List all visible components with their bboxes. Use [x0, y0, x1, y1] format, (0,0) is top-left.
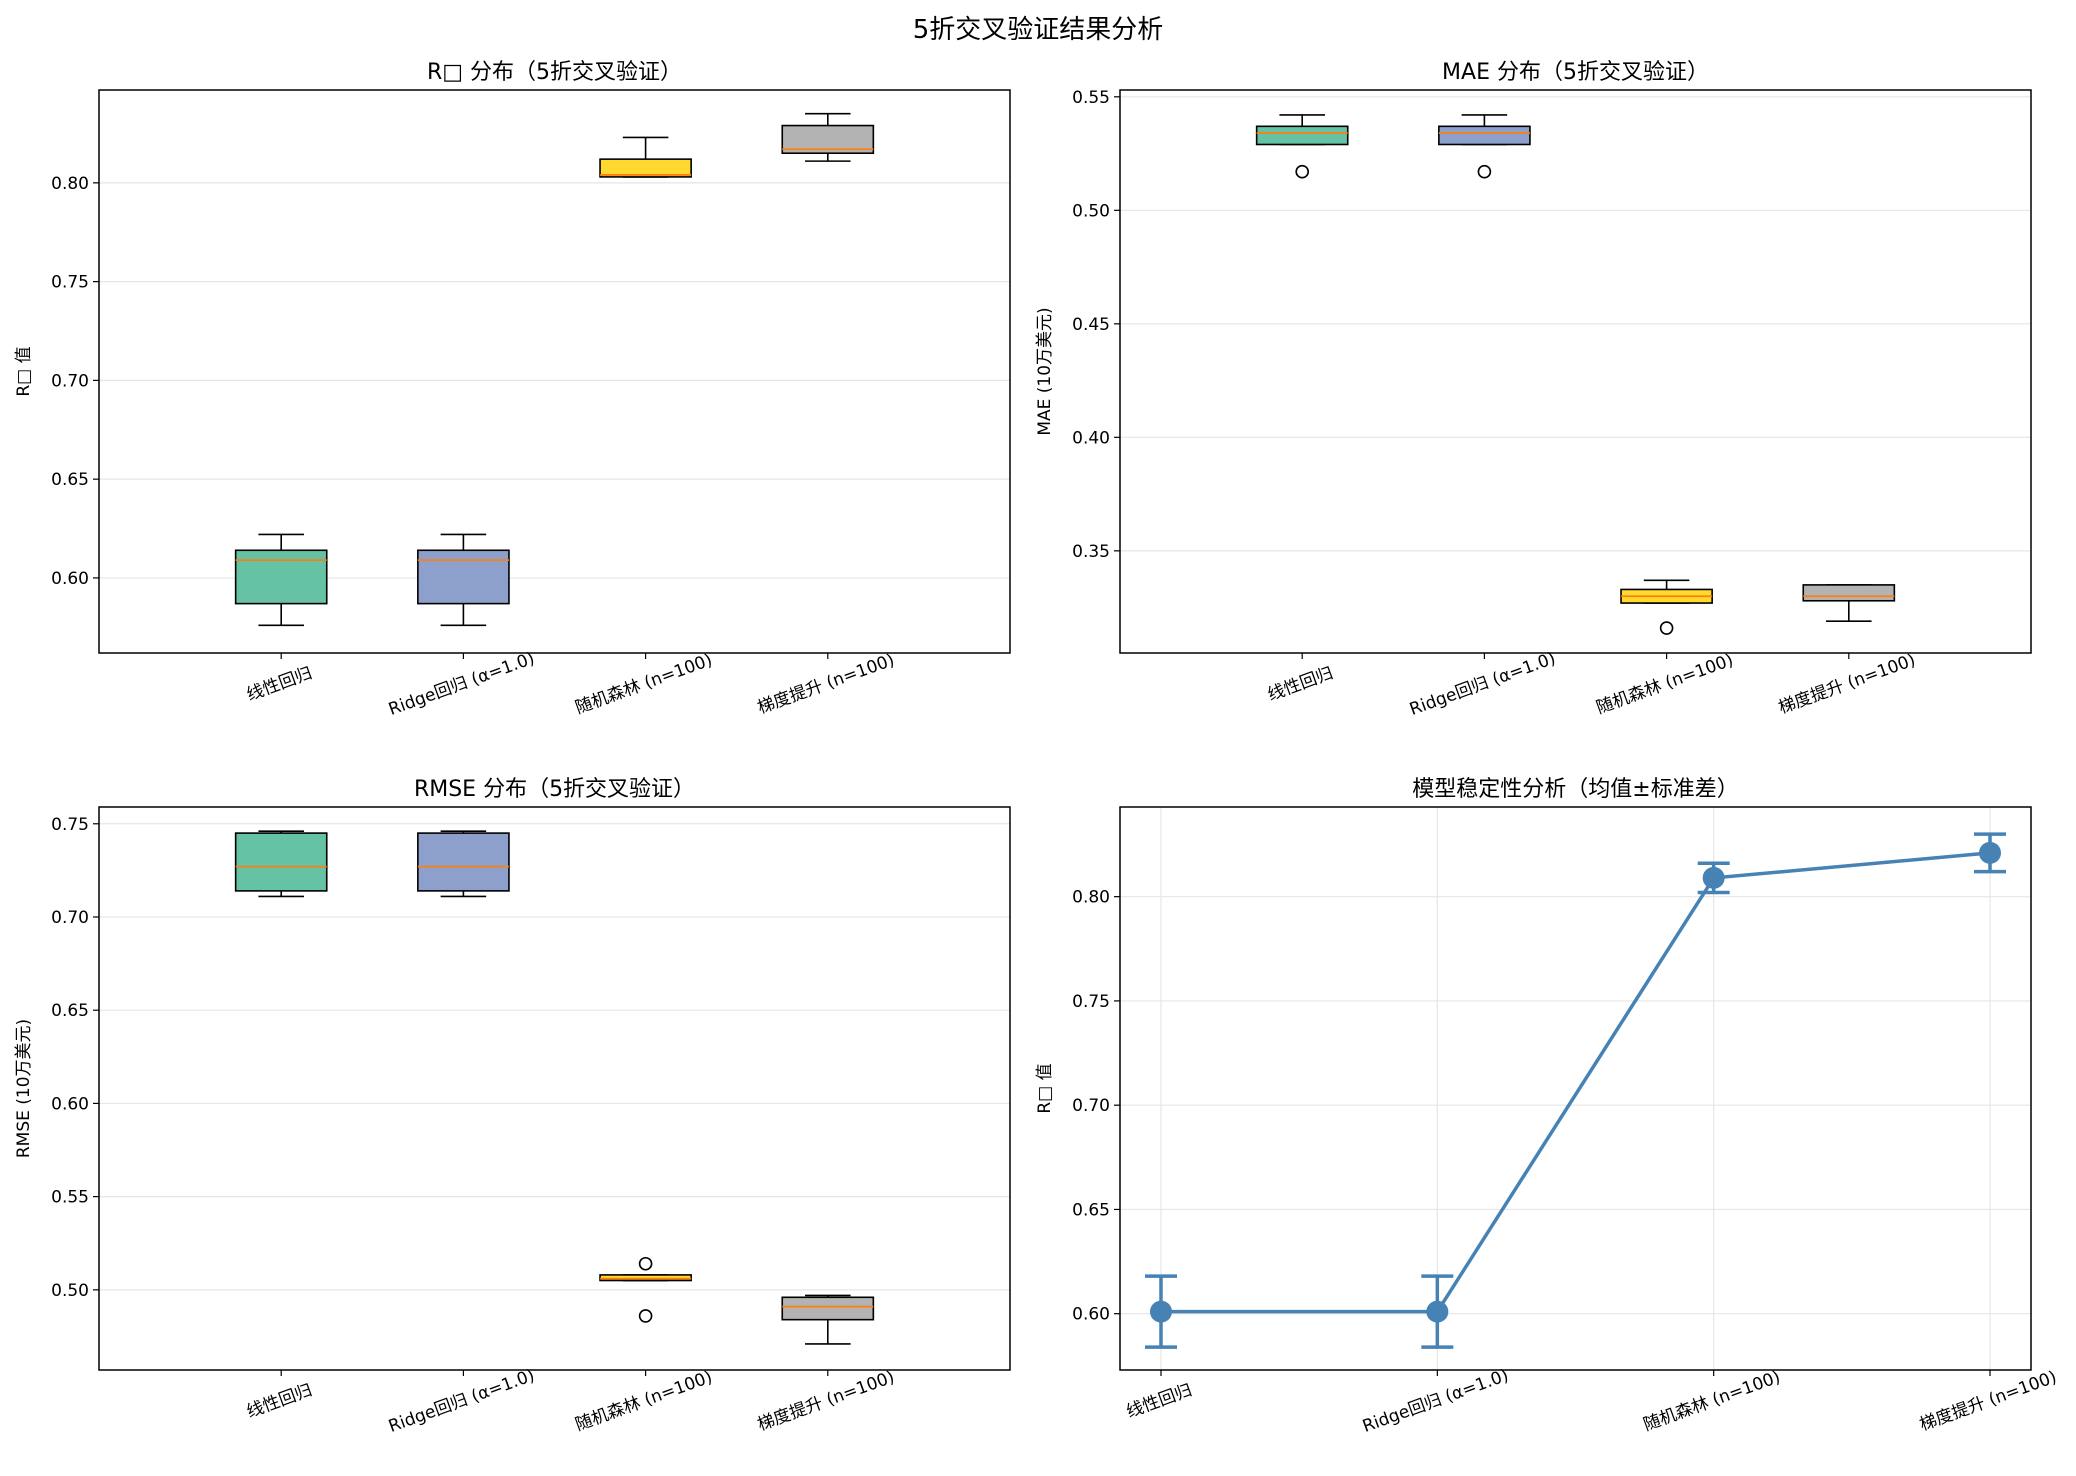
mean-point [1149, 1300, 1172, 1323]
outlier-point [1659, 621, 1674, 635]
box-body [1438, 125, 1531, 146]
subplot-title: MAE 分布（5折交叉验证） [1442, 60, 1709, 85]
y-tick-label: 0.65 [1072, 1200, 1110, 1220]
plots: R□ 分布（5折交叉验证）0.600.650.700.750.80R□ 值线性回… [14, 60, 2059, 1437]
y-axis-label: RMSE (10万美元) [14, 1019, 34, 1158]
y-tick-label: 0.60 [51, 1094, 89, 1114]
y-tick-label: 0.75 [51, 815, 89, 835]
box-body [417, 832, 510, 892]
x-tick-label: Ridge回归 (α=1.0) [386, 1366, 537, 1437]
y-tick-label: 0.50 [51, 1281, 89, 1301]
box-body [234, 549, 328, 605]
errorbar-1 [1144, 1274, 1177, 1349]
box-2 [417, 533, 510, 627]
y-axis-label: R□ 值 [14, 346, 34, 396]
y-tick-label: 0.80 [1072, 888, 1110, 908]
y-tick-label: 0.70 [1072, 1096, 1110, 1116]
box-body [417, 549, 510, 605]
y-tick-label: 0.75 [51, 273, 89, 293]
mean-line [1160, 851, 1991, 1314]
y-tick-label: 0.70 [51, 371, 89, 391]
x-tick-label: 梯度提升 (n=100) [1776, 650, 1918, 718]
axes-frame [98, 806, 1011, 1371]
box-1 [1255, 114, 1349, 179]
box-body [599, 158, 692, 178]
box-3 [599, 1256, 692, 1323]
x-tick-label: 梯度提升 (n=100) [755, 1367, 897, 1435]
box-1 [234, 533, 328, 627]
outlier-point [638, 1309, 653, 1323]
mean-point [1979, 841, 2002, 864]
y-tick-label: 0.45 [1072, 315, 1110, 335]
y-tick-label: 0.65 [51, 470, 89, 490]
y-tick-label: 0.55 [51, 1188, 89, 1208]
subplot-title: R□ 分布（5折交叉验证） [427, 60, 682, 85]
box-body [781, 1296, 875, 1321]
y-axis-label: R□ 值 [1035, 1063, 1055, 1113]
x-tick-label: 线性回归 [244, 663, 315, 705]
box-2 [1438, 114, 1531, 179]
axes-frame [1119, 89, 2032, 654]
outlier-point [1477, 164, 1492, 179]
y-tick-label: 0.55 [1072, 88, 1110, 108]
box-3 [1620, 579, 1713, 635]
subplot-3: RMSE 分布（5折交叉验证） 0.50 0.55 0.60 0.65 0.70 0.75 R… [14, 777, 1011, 1437]
mean-point [1426, 1300, 1449, 1323]
box-4 [1802, 584, 1896, 623]
box-4 [781, 1294, 875, 1345]
x-tick-label: Ridge回归 (α=1.0) [1407, 649, 1558, 720]
subplot-title: 模型稳定性分析（均值±标准差） [1412, 777, 1738, 802]
y-axis-label: MAE (10万美元) [1035, 307, 1055, 435]
figure-suptitle: 5折交叉验证结果分析 [913, 15, 1164, 45]
box-1 [234, 830, 328, 898]
outlier-point [638, 1256, 653, 1271]
y-tick-label: 0.60 [51, 569, 89, 589]
box-body [1802, 584, 1896, 602]
box-body [234, 832, 328, 892]
box-body [599, 1274, 692, 1282]
errorbar-3 [1697, 861, 1730, 895]
mean-point [1702, 866, 1725, 889]
subplot-2: MAE 分布（5折交叉验证） 0.35 0.40 0.45 0.50 0.55 MAE (1… [1035, 60, 2032, 720]
y-tick-label: 0.60 [1072, 1305, 1110, 1325]
box-2 [417, 830, 510, 898]
y-tick-label: 0.40 [1072, 428, 1110, 448]
y-tick-label: 0.75 [1072, 992, 1110, 1012]
axes-frame [98, 89, 1011, 654]
outlier-point [1295, 164, 1309, 179]
subplot-4: 模型稳定性分析（均值±标准差） 0.60 0.65 0.70 0.75 0.80 R□ 值线… [1035, 777, 2059, 1437]
x-tick-label: 随机森林 (n=100) [573, 1367, 715, 1435]
box-body [1255, 125, 1349, 146]
errorbar-4 [1974, 832, 2007, 874]
y-tick-label: 0.70 [51, 908, 89, 928]
box-3 [599, 136, 692, 178]
subplot-title: RMSE 分布（5折交叉验证） [414, 777, 695, 802]
subplot-1: R□ 分布（5折交叉验证） 0.60 0.65 0.70 0.75 0.80 R□ 值线性回… [14, 60, 1011, 720]
x-tick-label: 梯度提升 (n=100) [1917, 1367, 2059, 1435]
y-tick-label: 0.65 [51, 1001, 89, 1021]
x-tick-label: Ridge回归 (α=1.0) [1360, 1366, 1511, 1437]
x-tick-label: 线性回归 [1265, 663, 1336, 705]
y-tick-label: 0.80 [51, 174, 89, 194]
axes-frame [1119, 806, 2032, 1371]
x-tick-label: 梯度提升 (n=100) [755, 650, 897, 718]
x-tick-label: 随机森林 (n=100) [573, 650, 715, 718]
x-tick-label: 线性回归 [244, 1380, 315, 1422]
y-tick-label: 0.35 [1072, 542, 1110, 562]
box-4 [781, 112, 875, 162]
errorbar-2 [1421, 1274, 1454, 1349]
x-tick-label: 线性回归 [1124, 1380, 1195, 1422]
y-tick-label: 0.50 [1072, 201, 1110, 221]
x-tick-label: Ridge回归 (α=1.0) [386, 649, 537, 720]
x-tick-label: 随机森林 (n=100) [1641, 1367, 1783, 1435]
x-tick-label: 随机森林 (n=100) [1594, 650, 1736, 718]
